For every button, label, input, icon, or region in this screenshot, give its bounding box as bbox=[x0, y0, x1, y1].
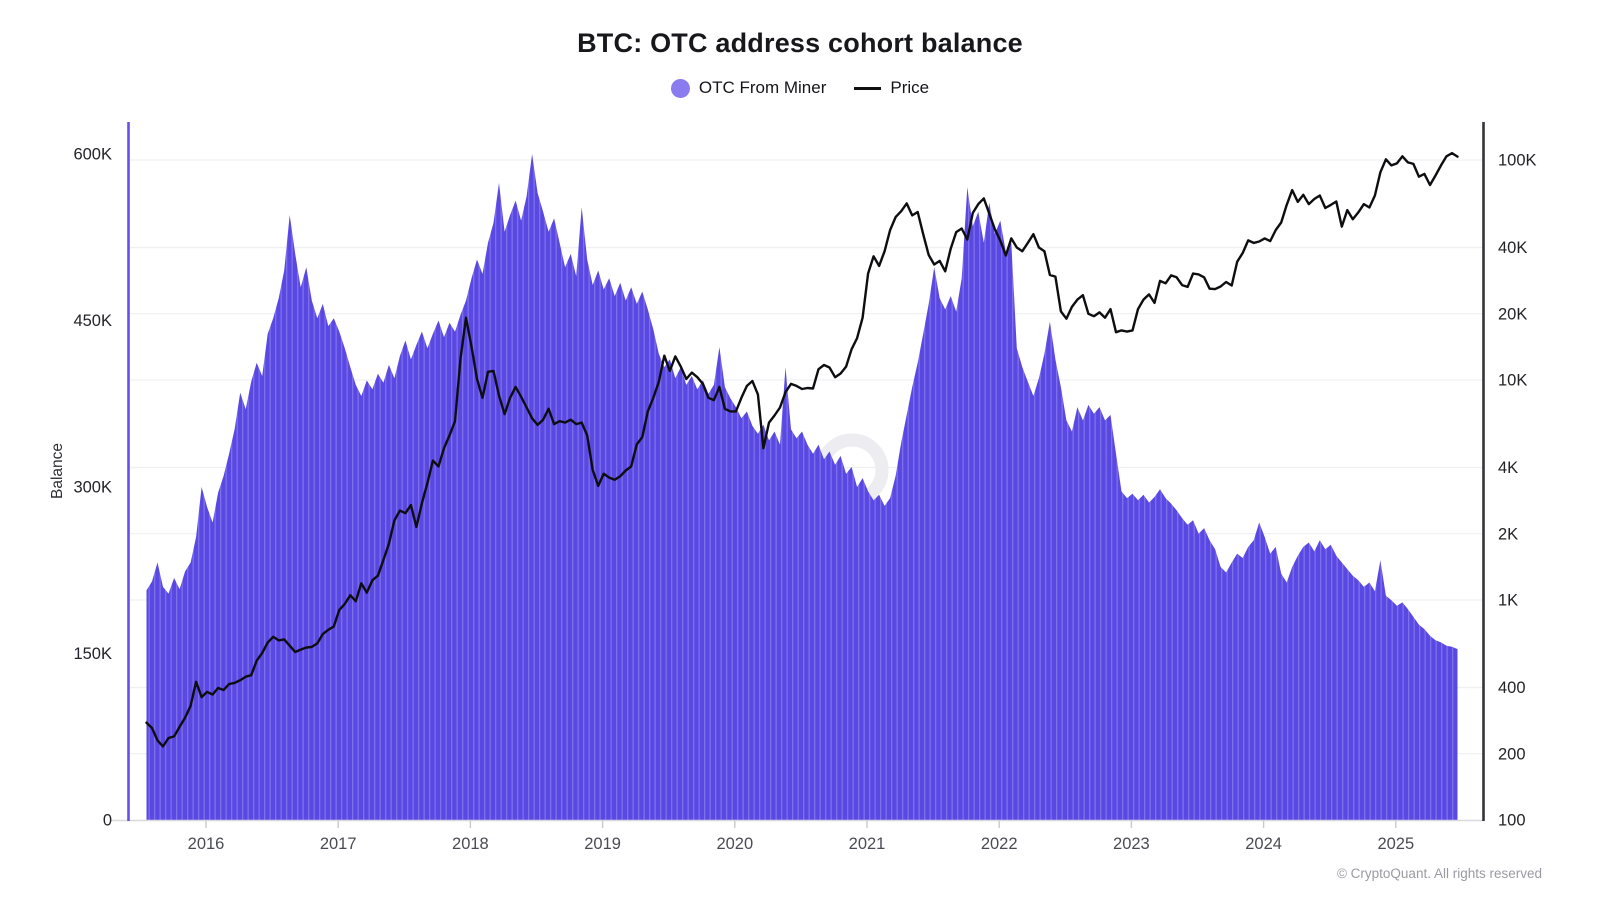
svg-text:20K: 20K bbox=[1498, 305, 1527, 323]
left-axis-tick-labels: 0 150K 300K 450K 600K bbox=[73, 146, 112, 830]
svg-text:2019: 2019 bbox=[584, 835, 621, 853]
legend-label-otc: OTC From Miner bbox=[698, 78, 827, 97]
svg-text:400: 400 bbox=[1498, 679, 1526, 697]
chart-legend: OTC From Miner Price bbox=[0, 78, 1600, 98]
svg-text:1K: 1K bbox=[1498, 592, 1518, 610]
legend-dot-icon bbox=[670, 78, 690, 98]
chart-title: BTC: OTC address cohort balance bbox=[577, 28, 1023, 58]
balance-area-series[interactable] bbox=[146, 154, 1458, 820]
svg-text:300K: 300K bbox=[73, 479, 112, 497]
axes bbox=[110, 122, 1485, 822]
svg-text:40K: 40K bbox=[1498, 239, 1527, 257]
svg-text:2020: 2020 bbox=[716, 835, 753, 853]
svg-text:100K: 100K bbox=[1498, 152, 1537, 170]
svg-text:2024: 2024 bbox=[1245, 835, 1282, 853]
svg-text:10K: 10K bbox=[1498, 372, 1527, 390]
svg-text:2016: 2016 bbox=[188, 835, 225, 853]
svg-text:2021: 2021 bbox=[849, 835, 886, 853]
legend-line-icon bbox=[854, 86, 882, 90]
svg-text:2022: 2022 bbox=[981, 835, 1018, 853]
right-axis-tick-labels: 100 200 400 1K 2K 4K 10K 20K 40K 100K bbox=[1498, 152, 1537, 830]
svg-text:0: 0 bbox=[103, 812, 112, 830]
price-line-series[interactable] bbox=[145, 151, 1459, 748]
svg-text:200: 200 bbox=[1498, 745, 1526, 763]
svg-text:2018: 2018 bbox=[452, 835, 489, 853]
svg-text:450K: 450K bbox=[73, 312, 112, 330]
svg-text:2K: 2K bbox=[1498, 525, 1518, 543]
svg-text:2025: 2025 bbox=[1377, 835, 1414, 853]
svg-text:4K: 4K bbox=[1498, 459, 1518, 477]
svg-text:2023: 2023 bbox=[1113, 835, 1150, 853]
legend-label-price: Price bbox=[890, 78, 930, 97]
svg-text:150K: 150K bbox=[73, 645, 112, 663]
legend-item-otc-from-miner[interactable]: OTC From Miner bbox=[670, 78, 827, 98]
copyright-text: © CryptoQuant. All rights reserved bbox=[1336, 866, 1542, 881]
svg-text:100: 100 bbox=[1498, 812, 1526, 830]
legend-item-price[interactable]: Price bbox=[854, 78, 929, 98]
svg-text:600K: 600K bbox=[73, 146, 112, 164]
svg-text:2017: 2017 bbox=[320, 835, 357, 853]
x-axis-tick-labels: 2016 2017 2018 2019 2020 2021 2022 2023 2024 2025 bbox=[188, 821, 1414, 853]
